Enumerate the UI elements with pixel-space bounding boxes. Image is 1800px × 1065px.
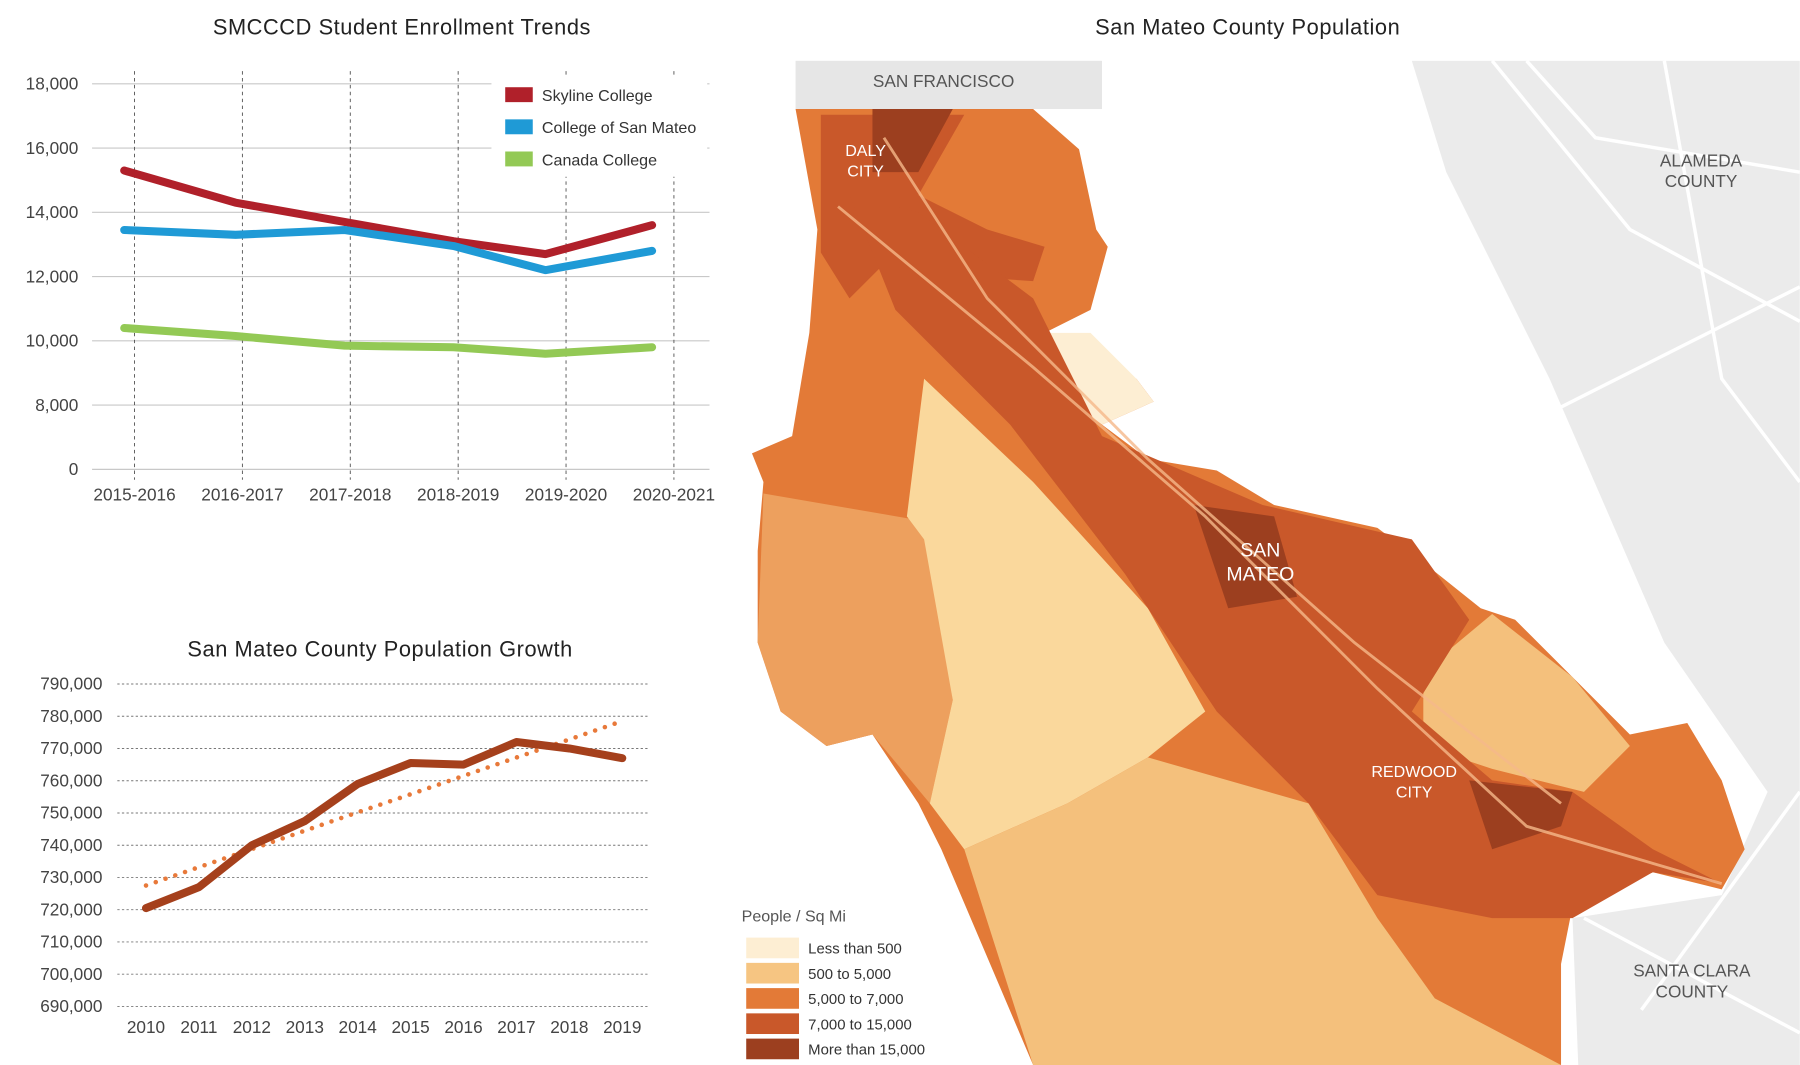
area-less-500 (1038, 332, 1154, 425)
enrollment-legend: Skyline College College of San Mateo Canad… (505, 87, 696, 169)
map-legend-swatch (746, 962, 800, 984)
y-tick-label: 780,000 (40, 706, 102, 726)
x-tick-label: 2018-2019 (417, 484, 499, 504)
label-santa-clara-2: COUNTY (1656, 981, 1729, 1001)
x-tick-label: 2016 (444, 1017, 482, 1037)
legend-swatch (505, 119, 533, 135)
trendline (143, 718, 625, 888)
label-alameda-2: COUNTY (1665, 171, 1738, 191)
map-legend-swatch (746, 1013, 800, 1035)
map-legend-label: 5,000 to 7,000 (808, 992, 903, 1008)
y-tick-label: 0 (69, 459, 79, 479)
series-line-skyline-college (120, 166, 657, 259)
x-tick-label: 2015 (391, 1017, 429, 1037)
map-legend-label: 7,000 to 15,000 (808, 1017, 912, 1033)
x-tick-label: 2011 (180, 1017, 217, 1037)
density-regions (751, 109, 1745, 1065)
hills-500-5000 (906, 378, 1206, 850)
series-line-college-of-san-mateo (120, 225, 657, 275)
label-santa-clara-1: SANTA CLARA (1633, 961, 1751, 981)
label-san-mateo-1: SAN (1240, 540, 1280, 562)
enrollment-chart-title: SMCCCD Student Enrollment Trends (213, 14, 591, 39)
east-500-5000 (1423, 613, 1630, 792)
label-redwood-city-2: CITY (1396, 784, 1433, 802)
y-tick-label: 730,000 (40, 867, 102, 887)
coast-region (757, 493, 953, 804)
map-legend-swatch (746, 988, 800, 1009)
label-san-mateo-2: MATEO (1226, 564, 1294, 586)
y-tick-label: 740,000 (40, 835, 102, 855)
population-growth-title: San Mateo County Population Growth (187, 636, 572, 661)
legend-swatch (505, 87, 533, 103)
map-legend-title: People / Sq Mi (742, 908, 846, 926)
map-legend-label: Less than 500 (808, 942, 902, 958)
y-tick-label: 10,000 (26, 331, 79, 351)
y-tick-label: 790,000 (40, 674, 102, 694)
y-tick-label: 12,000 (26, 266, 79, 286)
y-tick-label: 720,000 (40, 899, 102, 919)
south-500-5000 (964, 757, 1562, 1065)
x-tick-label: 2013 (286, 1017, 324, 1037)
map-legend-swatch (746, 937, 800, 959)
x-tick-label: 2015-2016 (93, 484, 175, 504)
san-francisco-land (795, 60, 1102, 110)
y-tick-label: 750,000 (40, 803, 102, 823)
map-title: San Mateo County Population (1095, 14, 1400, 39)
label-redwood-city-1: REDWOOD (1371, 763, 1457, 781)
map-legend-label: More than 15,000 (808, 1043, 925, 1059)
east-bay-land (1411, 60, 1800, 1065)
legend-label: College of San Mateo (542, 119, 696, 137)
y-tick-label: 710,000 (40, 932, 102, 952)
population-density-map: San Mateo County Population SAN FRANCISC… (742, 14, 1800, 1065)
x-tick-label: 2010 (127, 1017, 165, 1037)
x-tick-label: 2017 (497, 1017, 535, 1037)
x-tick-label: 2012 (233, 1017, 271, 1037)
y-tick-label: 18,000 (26, 74, 79, 94)
map-legend-swatch (746, 1038, 800, 1060)
y-tick-label: 760,000 (40, 770, 102, 790)
y-tick-label: 8,000 (35, 395, 78, 415)
population-line (141, 738, 627, 913)
series-line-canada-college (120, 323, 657, 358)
label-daly-city-2: CITY (847, 163, 884, 181)
x-tick-label: 2016-2017 (201, 484, 283, 504)
legend-label: Skyline College (542, 87, 653, 105)
population-growth-chart: San Mateo County Population Growth 790,0… (40, 636, 649, 1037)
x-tick-label: 2019-2020 (525, 484, 607, 504)
x-tick-label: 2018 (550, 1017, 588, 1037)
legend-swatch (505, 151, 533, 167)
roads (1434, 59, 1800, 1035)
x-tick-label: 2014 (339, 1017, 378, 1037)
y-tick-label: 14,000 (26, 202, 79, 222)
daly-city-15000 (872, 109, 953, 173)
label-san-francisco: SAN FRANCISCO (873, 71, 1014, 91)
legend-label: Canada College (542, 151, 657, 169)
y-tick-label: 690,000 (40, 996, 102, 1016)
label-daly-city-1: DALY (845, 142, 886, 160)
x-tick-label: 2017-2018 (309, 484, 391, 504)
x-tick-label: 2019 (603, 1017, 641, 1037)
highways (837, 136, 1723, 886)
map-legend: People / Sq Mi Less than 500 500 to 5,000… (742, 908, 925, 1060)
y-tick-label: 700,000 (40, 964, 102, 984)
label-alameda-1: ALAMEDA (1660, 150, 1743, 170)
enrollment-chart: SMCCCD Student Enrollment Trends 18,000 1… (26, 14, 715, 504)
y-tick-label: 770,000 (40, 738, 102, 758)
map-legend-label: 500 to 5,000 (808, 967, 891, 983)
x-tick-label: 2020-2021 (633, 484, 715, 504)
y-tick-label: 16,000 (26, 138, 79, 158)
